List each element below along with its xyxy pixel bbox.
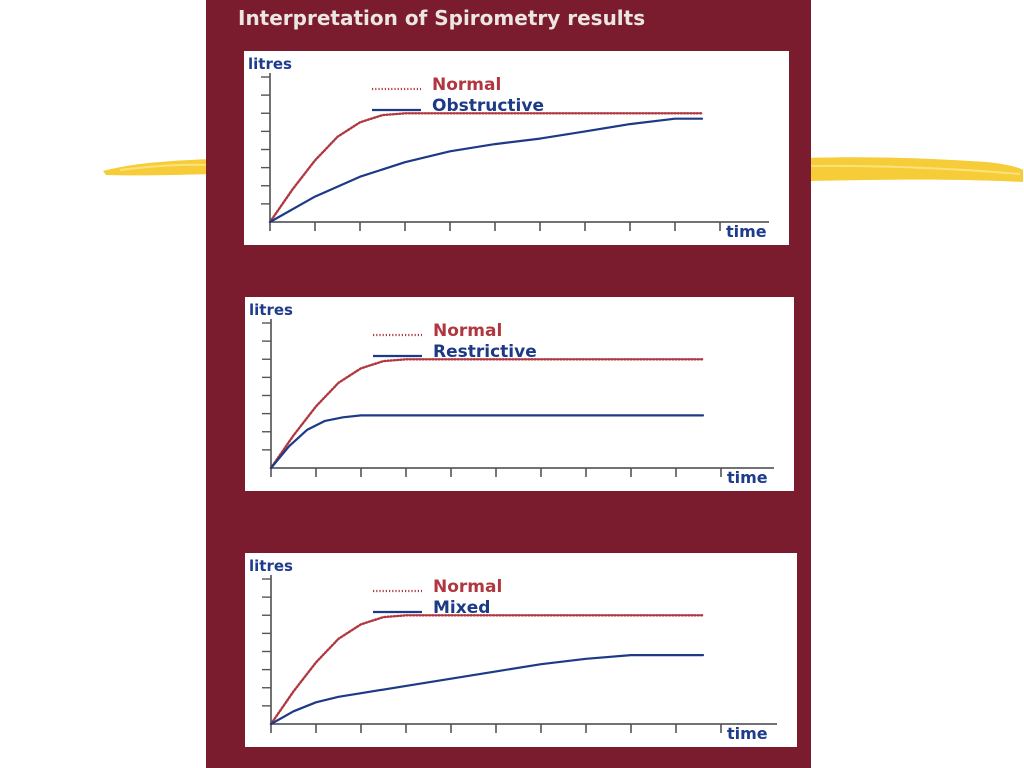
page-title: Interpretation of Spirometry results xyxy=(238,6,646,30)
series-line-normal xyxy=(268,112,704,224)
spirometry-panel: Interpretation of Spirometry results lit… xyxy=(206,0,811,768)
x-axis-label: time xyxy=(727,468,768,487)
yellow-brush-stroke-icon xyxy=(806,157,1023,182)
series-line-normal xyxy=(269,614,705,726)
obstructive-chart: litres time Normal Obstructive xyxy=(244,51,789,245)
x-axis-label: time xyxy=(727,724,768,743)
legend-label-normal: Normal xyxy=(432,75,501,95)
yellow-brush-stroke-icon xyxy=(103,159,214,176)
legend-label-obstructive: Obstructive xyxy=(432,96,544,116)
x-axis-label: time xyxy=(726,222,767,241)
series-line-obstructive xyxy=(268,117,704,224)
series-line-normal xyxy=(269,358,705,470)
legend-label-normal: Normal xyxy=(433,577,502,597)
series-line-mixed xyxy=(269,654,705,726)
legend-label-mixed: Mixed xyxy=(433,598,490,618)
mixed-chart: litres time Normal Mixed xyxy=(245,553,797,747)
series-line-restrictive xyxy=(269,414,705,470)
legend-label-normal: Normal xyxy=(433,321,502,341)
y-axis-label: litres xyxy=(248,55,292,73)
y-axis-label: litres xyxy=(249,301,293,319)
restrictive-chart: litres time Normal Restrictive xyxy=(245,297,794,491)
legend-label-restrictive: Restrictive xyxy=(433,342,537,362)
y-axis-label: litres xyxy=(249,557,293,575)
